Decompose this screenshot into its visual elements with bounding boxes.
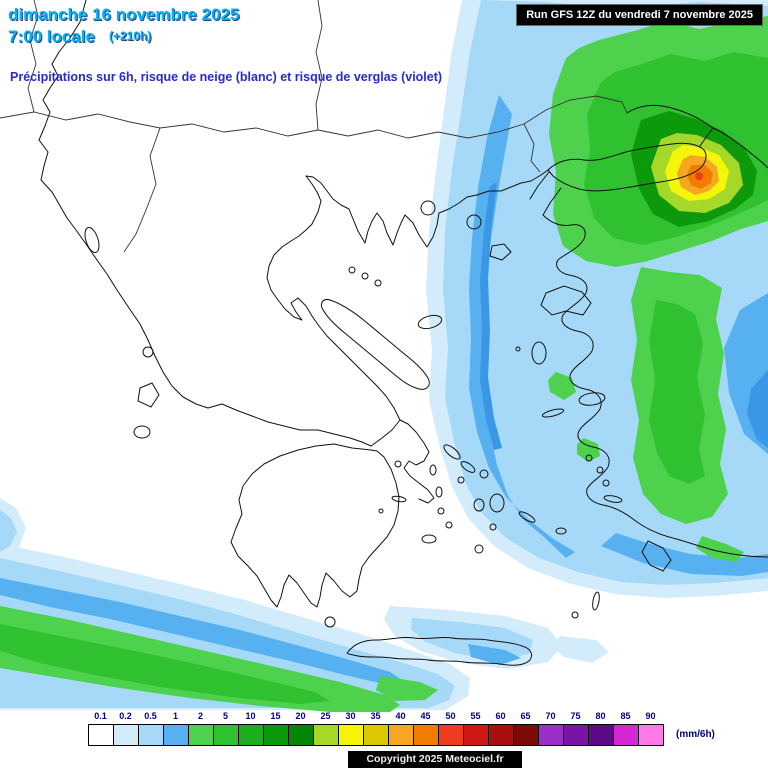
legend-label: 5: [222, 711, 228, 721]
legend-label: 35: [370, 711, 381, 721]
coastlines: [38, 0, 768, 666]
legend-swatch: [314, 725, 339, 745]
legend-boxes: [88, 724, 664, 746]
legend-swatch: [139, 725, 164, 745]
legend-label: 50: [445, 711, 456, 721]
forecast-offset: (+210h): [108, 29, 152, 43]
legend-swatch: [239, 725, 264, 745]
legend-swatch: [114, 725, 139, 745]
legend-label: 60: [495, 711, 506, 721]
legend-swatch: [539, 725, 564, 745]
legend-swatch: [339, 725, 364, 745]
legend-swatch: [564, 725, 589, 745]
legend-label: 70: [545, 711, 556, 721]
legend-swatch: [489, 725, 514, 745]
legend-swatch: [264, 725, 289, 745]
legend-swatch: [164, 725, 189, 745]
legend-label: 40: [395, 711, 406, 721]
legend-swatch: [439, 725, 464, 745]
copyright-box: Copyright 2025 Meteociel.fr: [348, 751, 522, 768]
legend-label: 30: [345, 711, 356, 721]
precipitation-layers: [0, 0, 768, 712]
legend-swatch: [289, 725, 314, 745]
legend-swatch: [589, 725, 614, 745]
forecast-time: 7:00 locale (+210h): [8, 27, 151, 47]
legend-swatch: [514, 725, 539, 745]
legend-label: 75: [570, 711, 581, 721]
legend-swatch: [89, 725, 114, 745]
legend-swatch: [464, 725, 489, 745]
forecast-time-label: 7:00 locale: [8, 27, 95, 46]
legend-label: 0.1: [94, 711, 107, 721]
legend-swatch: [214, 725, 239, 745]
legend-label: 20: [295, 711, 306, 721]
legend-label: 85: [620, 711, 631, 721]
legend-label: 10: [245, 711, 256, 721]
legend-label: 25: [320, 711, 331, 721]
legend-label: 65: [520, 711, 531, 721]
legend-label: 1: [172, 711, 178, 721]
legend-label: 2: [197, 711, 203, 721]
run-info-box: Run GFS 12Z du vendredi 7 novembre 2025: [516, 4, 763, 26]
legend-label: 80: [595, 711, 606, 721]
legend-unit: (mm/6h): [676, 729, 715, 740]
legend-labels: 0.1 0.2 0.5 1 2 5 10 15 20 25 30 35 40 45 50 55 60 65 70 75…: [88, 711, 663, 721]
legend-label: 45: [420, 711, 431, 721]
forecast-date: dimanche 16 novembre 2025: [8, 5, 240, 24]
legend-swatch: [389, 725, 414, 745]
legend-swatch: [414, 725, 439, 745]
islands: [84, 200, 672, 628]
legend-swatch: [364, 725, 389, 745]
legend-label: 90: [645, 711, 656, 721]
legend-label: 55: [470, 711, 481, 721]
legend-swatch: [614, 725, 639, 745]
legend-label: 15: [270, 711, 281, 721]
legend-label: 0.2: [119, 711, 132, 721]
country-borders: [0, 0, 628, 253]
legend-swatch: [639, 725, 663, 745]
legend-swatch: [189, 725, 214, 745]
map-subtitle: Précipitations sur 6h, risque de neige (…: [10, 70, 443, 84]
legend-label: 0.5: [144, 711, 157, 721]
